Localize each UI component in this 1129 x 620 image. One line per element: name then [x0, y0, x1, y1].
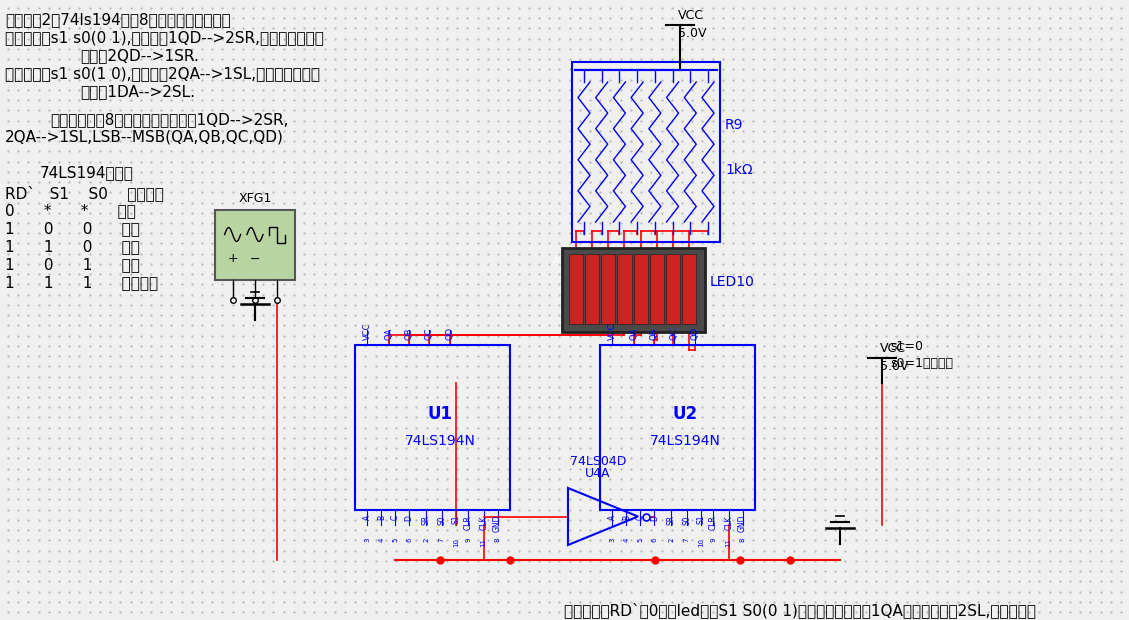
Text: SR: SR [667, 515, 676, 525]
Text: 7: 7 [439, 538, 445, 542]
Text: 比如左移：s1 s0(1 0),需要连按2QA-->1SL,同时如果再循环: 比如左移：s1 s0(1 0),需要连按2QA-->1SL,同时如果再循环 [5, 66, 320, 81]
Text: QA: QA [385, 327, 394, 340]
Text: 0      *      *      置零: 0 * * 置零 [5, 203, 135, 218]
Text: s1=0: s1=0 [890, 340, 924, 353]
Bar [572, 62, 720, 242]
Text: 7: 7 [684, 538, 690, 542]
Text: −: − [250, 252, 261, 265]
Text: QD: QD [445, 327, 454, 340]
Text: 74LS04D: 74LS04D [570, 455, 627, 468]
Text: 6: 6 [406, 538, 412, 542]
Text: CLR: CLR [464, 515, 473, 530]
Text: 74LS194功能表: 74LS194功能表 [40, 165, 134, 180]
Text: 9: 9 [710, 538, 716, 542]
Text: A: A [607, 515, 616, 520]
Text: QC: QC [669, 327, 679, 340]
Text: C: C [391, 515, 400, 520]
Text: QB: QB [650, 327, 658, 340]
Text: VCC: VCC [679, 9, 704, 22]
Bar [649, 254, 664, 324]
Text: CLR: CLR [709, 515, 718, 530]
Bar [666, 254, 680, 324]
Bar [355, 345, 510, 510]
Text: 9: 9 [465, 538, 471, 542]
Text: 1      0      1      左移: 1 0 1 左移 [5, 257, 140, 272]
Text: XFG1: XFG1 [238, 192, 272, 205]
Text: QC: QC [425, 327, 434, 340]
Text: CLK: CLK [724, 515, 733, 529]
Text: R9: R9 [725, 118, 744, 132]
Text: S1: S1 [697, 515, 706, 525]
Text: 需要切1DA-->2SL.: 需要切1DA-->2SL. [80, 84, 195, 99]
Text: C: C [636, 515, 645, 520]
Text: 1      1      1      并行输入: 1 1 1 并行输入 [5, 275, 158, 290]
Bar [562, 248, 704, 332]
Text: 5.0V: 5.0V [679, 27, 707, 40]
Text: 5: 5 [392, 538, 399, 542]
Bar [602, 254, 615, 324]
Text: QA: QA [630, 327, 639, 340]
Text: 需要切2QD-->1SR.: 需要切2QD-->1SR. [80, 48, 199, 63]
Text: 74LS194N: 74LS194N [405, 434, 475, 448]
Bar [682, 254, 695, 324]
Text: SR: SR [422, 515, 431, 525]
Text: 3: 3 [365, 538, 370, 542]
Text: 8: 8 [739, 538, 745, 542]
Text: 1      0      0      保持: 1 0 0 保持 [5, 221, 140, 236]
Text: 4: 4 [623, 538, 629, 542]
Text: VCC: VCC [607, 322, 616, 340]
Text: 注意：将2个74ls194做成8位单向移位寄存时，: 注意：将2个74ls194做成8位单向移位寄存时， [5, 12, 230, 27]
Bar [599, 345, 755, 510]
Text: U1: U1 [428, 405, 453, 423]
Text: 1kΩ: 1kΩ [725, 163, 753, 177]
Text: U4A: U4A [585, 467, 611, 480]
Text: 比如右移：s1 s0(0 1),需要连按1QD-->2SR,同时如果再循环: 比如右移：s1 s0(0 1),需要连按1QD-->2SR,同时如果再循环 [5, 30, 324, 45]
Text: 6: 6 [651, 538, 657, 542]
Text: 10: 10 [698, 538, 703, 547]
Bar [618, 254, 631, 324]
Text: 电路功能：RD`置0后，led亮；S1 S0(0 1)右移；用反相器切1QA输出反相送回2SL,构成流水灯: 电路功能：RD`置0后，led亮；S1 S0(0 1)右移；用反相器切1QA输出… [564, 602, 1036, 618]
Text: B: B [622, 515, 631, 520]
Text: GND: GND [738, 515, 747, 533]
Text: D: D [405, 515, 413, 521]
Text: QD: QD [690, 327, 699, 340]
Text: 1      1      0      右移: 1 1 0 右移 [5, 239, 140, 254]
Text: CLK: CLK [479, 515, 488, 529]
Text: 5.0V: 5.0V [879, 360, 909, 373]
Text: VCC: VCC [879, 342, 905, 355]
Bar [633, 254, 648, 324]
Text: QB: QB [405, 327, 413, 340]
Text: s0=1输入右移: s0=1输入右移 [890, 357, 953, 370]
Text: 如果做成双全8位移位寄存器的话，1QD-->2SR,: 如果做成双全8位移位寄存器的话，1QD-->2SR, [50, 112, 289, 127]
Text: LED10: LED10 [710, 275, 755, 288]
Text: 5: 5 [637, 538, 644, 542]
Text: A: A [553, 256, 560, 266]
Text: 2QA-->1SL,LSB--MSB(QA,QB,QC,QD): 2QA-->1SL,LSB--MSB(QA,QB,QC,QD) [5, 130, 283, 145]
Text: U2: U2 [673, 405, 698, 423]
Text: B: B [377, 515, 386, 520]
Text: S0: S0 [437, 515, 446, 525]
Text: 4: 4 [378, 538, 384, 542]
Text: 2: 2 [668, 538, 674, 542]
Text: 11: 11 [481, 538, 487, 547]
Text: S0: S0 [682, 515, 691, 525]
Text: +: + [227, 252, 238, 265]
Text: VCC: VCC [362, 322, 371, 340]
Bar [585, 254, 599, 324]
Text: GND: GND [493, 515, 502, 533]
Text: A: A [362, 515, 371, 520]
Text: 8: 8 [495, 538, 500, 542]
Text: D: D [650, 515, 658, 521]
Text: 3: 3 [610, 538, 615, 542]
Text: 10: 10 [453, 538, 458, 547]
Text: 2: 2 [423, 538, 429, 542]
Text: S1: S1 [452, 515, 461, 525]
Bar [569, 254, 583, 324]
Bar [215, 210, 295, 280]
Text: 74LS194N: 74LS194N [650, 434, 720, 448]
Text: RD`   S1    S0    工作状态: RD` S1 S0 工作状态 [5, 185, 164, 201]
Text: 11: 11 [726, 538, 732, 547]
